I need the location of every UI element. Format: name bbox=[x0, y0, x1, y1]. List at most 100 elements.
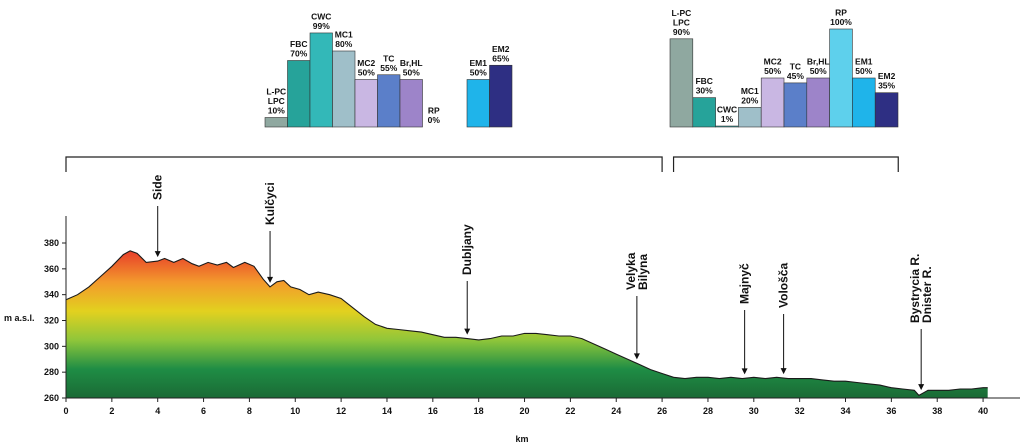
bar-label: FBC 30% bbox=[695, 76, 713, 96]
bar-label: CWC 99% bbox=[311, 11, 331, 31]
bar-l-pc-lpc bbox=[264, 117, 288, 128]
bar-label-line: L-PC bbox=[671, 8, 691, 18]
bar-label: L-PC LPC 90% bbox=[671, 8, 691, 37]
y-axis-label: m a.s.l. bbox=[4, 313, 35, 323]
x-tick-label: 24 bbox=[611, 406, 621, 416]
annotation-label: Velyka bbox=[624, 252, 638, 290]
bar-label-line: EM2 bbox=[492, 44, 510, 54]
x-tick-label: 10 bbox=[290, 406, 300, 416]
bar-tc bbox=[783, 82, 808, 128]
bar-label-line: 50% bbox=[470, 68, 487, 78]
x-tick-label: 4 bbox=[155, 406, 160, 416]
bar-em1 bbox=[466, 79, 490, 128]
bar-em1 bbox=[852, 77, 876, 128]
annotation-label: Side bbox=[151, 174, 165, 200]
bar-label-line: FBC bbox=[695, 76, 712, 86]
bar-label-line: MC1 bbox=[335, 30, 353, 40]
annotation-arrow-head bbox=[741, 368, 748, 375]
bar-label-line: 80% bbox=[335, 39, 352, 49]
bar-label-line: 50% bbox=[358, 68, 375, 78]
bar-label-line: 10% bbox=[268, 106, 285, 116]
bar-label: RP 0% bbox=[428, 106, 441, 126]
bar-label-line: 45% bbox=[787, 71, 804, 81]
x-tick-label: 32 bbox=[795, 406, 805, 416]
annotation-label: Bilyna bbox=[636, 254, 650, 290]
bar-label: CWC 1% bbox=[717, 105, 737, 125]
bar-label-line: MC2 bbox=[357, 58, 375, 68]
bar-label-line: 1% bbox=[721, 114, 734, 124]
bar-label-line: EM1 bbox=[855, 57, 873, 67]
x-tick-label: 2 bbox=[109, 406, 114, 416]
x-tick-label: 28 bbox=[703, 406, 713, 416]
bar-label: TC 55% bbox=[380, 53, 397, 73]
bar-label-line: MC2 bbox=[764, 57, 782, 67]
bar-cwc bbox=[715, 125, 739, 128]
bar-label-line: 30% bbox=[696, 86, 713, 96]
y-tick-label: 360 bbox=[44, 264, 59, 274]
bar-mc2 bbox=[354, 79, 378, 128]
profile-line bbox=[65, 250, 988, 397]
x-tick-label: 30 bbox=[749, 406, 759, 416]
bar-label: MC1 20% bbox=[741, 86, 759, 106]
left-bar-chart: L-PC LPC 10%FBC 70%CWC 99%MC1 80%MC2 50%TC 55% B… bbox=[264, 11, 513, 128]
annotation-arrow-head bbox=[154, 251, 161, 258]
bar-label-line: 100% bbox=[830, 17, 852, 27]
bar-fbc bbox=[692, 97, 716, 128]
bar-label: FBC 70% bbox=[290, 39, 308, 59]
bar-l-pc-lpc bbox=[669, 38, 694, 128]
x-tick-label: 22 bbox=[565, 406, 575, 416]
bar-label: EM2 35% bbox=[878, 71, 896, 91]
bar-br-hl bbox=[399, 79, 423, 128]
bar-label-line: Br,HL bbox=[400, 58, 423, 68]
x-tick-label: 14 bbox=[382, 406, 392, 416]
x-tick-label: 40 bbox=[978, 406, 988, 416]
annotation-label: Majnyč bbox=[738, 263, 752, 304]
bar-label-line: 90% bbox=[673, 27, 690, 37]
bar-label-line: TC bbox=[383, 53, 394, 63]
bar-label-line: 50% bbox=[810, 66, 827, 76]
bar-label: EM1 50% bbox=[855, 57, 873, 77]
x-tick-label: 6 bbox=[201, 406, 206, 416]
bar-label-line: 50% bbox=[764, 66, 781, 76]
y-tick-label: 280 bbox=[44, 367, 59, 377]
bar-label-line: 99% bbox=[313, 21, 330, 31]
bar-label-line: 70% bbox=[290, 49, 307, 59]
x-tick-label: 20 bbox=[520, 406, 530, 416]
bar-label-line: RP bbox=[428, 106, 440, 116]
bar-fbc bbox=[287, 60, 311, 128]
bar-label-line: CWC bbox=[311, 11, 331, 21]
bar-label: RP 100% bbox=[830, 8, 852, 28]
bar-label-line: MC1 bbox=[741, 86, 759, 96]
bar-tc bbox=[377, 74, 401, 128]
annotation-arrow-head bbox=[918, 384, 925, 391]
bar-label-line: LPC bbox=[268, 96, 285, 106]
section-brackets bbox=[65, 156, 899, 172]
x-tick-label: 26 bbox=[657, 406, 667, 416]
x-tick-label: 16 bbox=[428, 406, 438, 416]
annotation-label: Dnister R. bbox=[920, 266, 934, 323]
annotation-arrow-head bbox=[464, 328, 471, 335]
annotation-bystrycia: Bystrycia R.Dnister R. bbox=[908, 254, 934, 323]
x-tick-label: 8 bbox=[247, 406, 252, 416]
bar-label: MC1 80% bbox=[335, 30, 353, 50]
bar-label-line: Br,HL bbox=[807, 57, 830, 67]
bar-br-hl bbox=[806, 77, 830, 128]
bar-label: Br,HL 50% bbox=[400, 58, 423, 78]
bar-label: MC2 50% bbox=[764, 57, 782, 77]
annotation-label: Bystrycia R. bbox=[908, 254, 922, 323]
annotation-dubljany: Dubljany bbox=[460, 224, 474, 275]
y-tick-label: 300 bbox=[44, 341, 59, 351]
x-axis-label: km bbox=[515, 434, 528, 444]
bar-label-line: FBC bbox=[290, 39, 307, 49]
annotation-label: Kulčyci bbox=[263, 182, 277, 225]
bar-label-line: 35% bbox=[878, 81, 895, 91]
bar-mc2 bbox=[760, 77, 785, 128]
x-tick-label: 0 bbox=[63, 406, 68, 416]
profile-area bbox=[66, 250, 988, 398]
bar-label-line: RP bbox=[835, 8, 847, 18]
bar-label: TC 45% bbox=[787, 61, 804, 81]
bar-label-line: 65% bbox=[492, 53, 509, 63]
